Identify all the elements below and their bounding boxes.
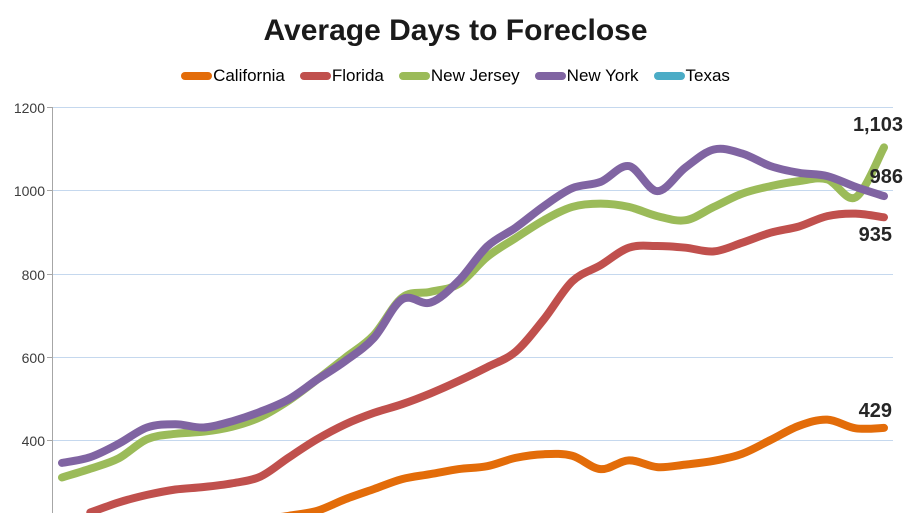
- chart-frame-right-border: [905, 0, 907, 513]
- texas-series-swatch-icon: [653, 72, 685, 81]
- legend-label-new-york: New York: [566, 66, 639, 85]
- new-york-series-swatch-icon: [534, 72, 566, 81]
- legend-item-california[interactable]: California: [181, 66, 285, 86]
- y-axis-label-600: 600: [21, 350, 45, 366]
- legend-label-texas: Texas: [685, 66, 730, 85]
- y-axis-label-800: 800: [21, 267, 45, 283]
- gridline-600: [52, 357, 893, 358]
- florida-series-swatch-icon: [299, 72, 331, 81]
- y-axis-label-1200: 1200: [13, 100, 45, 116]
- gridline-800: [52, 274, 893, 275]
- legend-item-texas[interactable]: Texas: [653, 66, 730, 86]
- gridline-1000: [52, 190, 893, 191]
- data-label-california: 429: [858, 400, 892, 422]
- legend-label-new-jersey: New Jersey: [430, 66, 520, 85]
- chart-title: Average Days to Foreclose: [263, 14, 648, 47]
- california-series-swatch-icon: [181, 72, 213, 81]
- series-line-new-york: [58, 144, 888, 467]
- data-label-new-jersey: 1,103: [852, 114, 903, 136]
- series-line-new-jersey: [58, 143, 888, 482]
- gridline-1200: [52, 107, 893, 108]
- gridline-400: [52, 440, 893, 441]
- legend-label-florida: Florida: [331, 66, 384, 85]
- data-label-florida: 935: [858, 224, 892, 246]
- y-axis-tick-800: [47, 274, 52, 275]
- y-axis-label-1000: 1000: [13, 183, 45, 199]
- y-axis-line: [52, 107, 53, 513]
- chart-frame-left-border: [2, 0, 3, 513]
- legend-item-florida[interactable]: Florida: [299, 66, 384, 86]
- y-axis-tick-600: [47, 357, 52, 358]
- y-axis-tick-400: [47, 440, 52, 441]
- y-axis-label-400: 400: [21, 433, 45, 449]
- chart-frame-top-border: [0, 0, 908, 3]
- y-axis-tick-1000: [47, 190, 52, 191]
- legend-item-new-york[interactable]: New York: [534, 66, 639, 86]
- new-jersey-series-swatch-icon: [398, 72, 430, 81]
- legend: California Florida New Jersey New York T…: [0, 66, 911, 86]
- series-line-california: [280, 415, 888, 513]
- legend-item-new-jersey[interactable]: New Jersey: [398, 66, 520, 86]
- series-line-florida: [86, 209, 888, 513]
- data-label-new-york: 986: [869, 166, 903, 188]
- legend-label-california: California: [213, 66, 285, 85]
- y-axis-tick-1200: [47, 107, 52, 108]
